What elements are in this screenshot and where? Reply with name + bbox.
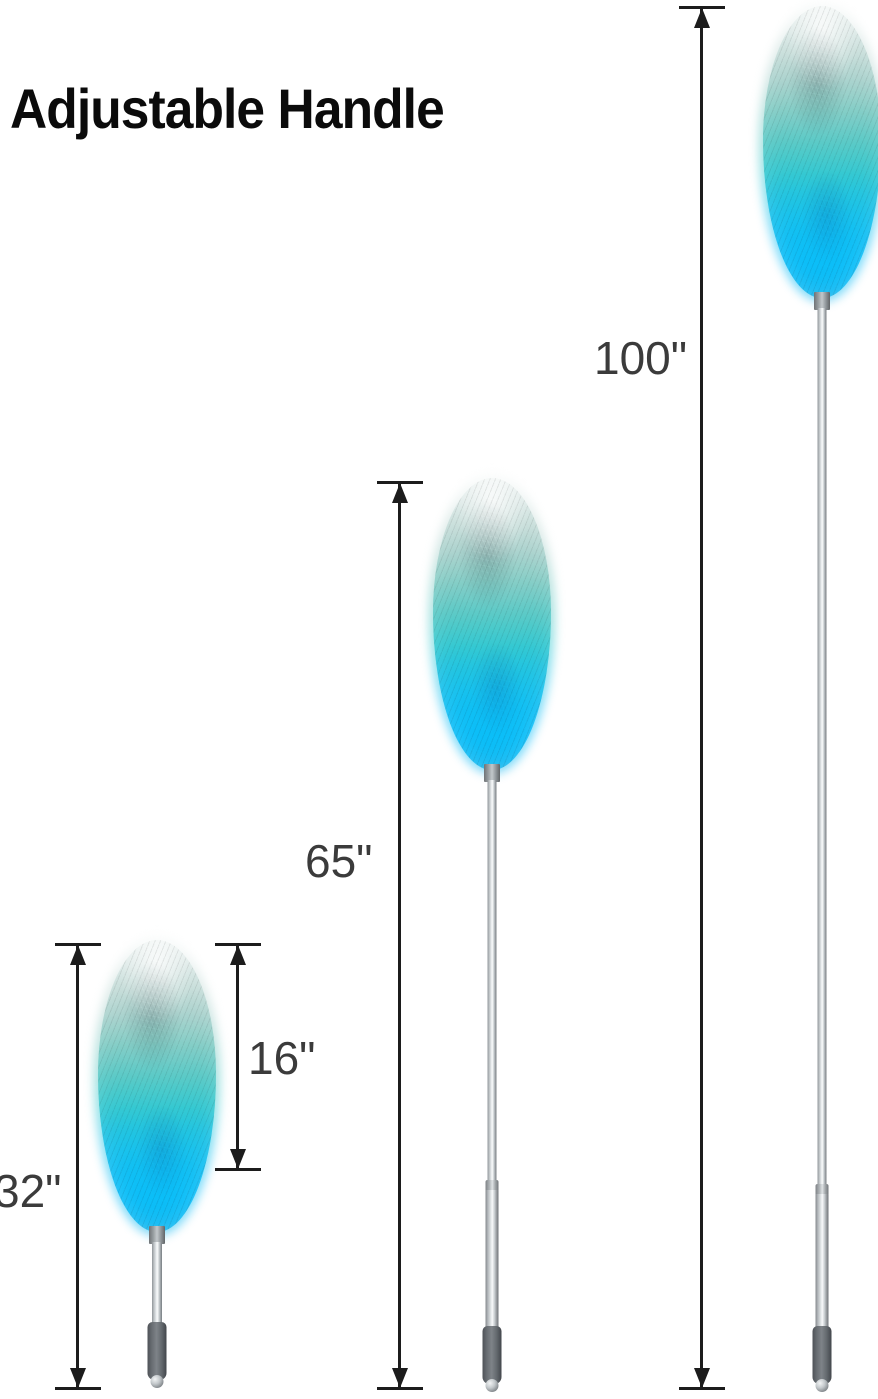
dimension-line-total-length-short [54, 943, 101, 1390]
dimension-cap-top [54, 943, 101, 946]
duster-grip-short [147, 1322, 167, 1380]
dimension-label-32: 32" [0, 1165, 62, 1217]
dimension-cap-top [678, 6, 725, 9]
dimension-line-total-length-long [678, 6, 725, 1390]
dimension-arrow-down [391, 1368, 408, 1388]
dimension-arrow-up [229, 945, 246, 965]
dimension-arrow-up [391, 483, 408, 503]
dimension-line-head-length-short [214, 943, 261, 1171]
dimension-cap-bottom [54, 1387, 101, 1390]
dimension-arrow-up [69, 945, 86, 965]
duster-pole-joint-medium [485, 1180, 499, 1192]
duster-grip-medium [482, 1326, 502, 1384]
dimension-label-16: 16" [248, 1032, 316, 1084]
duster-endcap-short [150, 1375, 164, 1388]
duster-pole-short [152, 1242, 162, 1328]
dimension-cap-bottom [214, 1168, 261, 1171]
duster-ferrule-medium [484, 764, 500, 782]
dimension-arrow-down [693, 1368, 710, 1388]
duster-pole-upper-long [817, 308, 827, 1188]
duster-pole-lower-long [815, 1194, 829, 1332]
duster-ferrule-long [814, 292, 830, 310]
dimension-arrow-down [229, 1149, 246, 1169]
dimension-line-total-length-medium [376, 481, 423, 1390]
duster-grip-long [812, 1326, 832, 1384]
duster-medium [430, 0, 560, 1399]
duster-short [95, 0, 225, 1399]
dimension-arrow-up [693, 8, 710, 28]
dimension-cap-top [376, 481, 423, 484]
duster-head-medium [433, 478, 551, 770]
dimension-label-100: 100" [594, 332, 688, 384]
duster-pole-upper-medium [487, 780, 497, 1184]
duster-endcap-medium [485, 1379, 499, 1392]
dimension-arrow-down [69, 1368, 86, 1388]
duster-pole-lower-medium [485, 1190, 499, 1332]
page-title: Adjustable Handle [10, 77, 445, 140]
duster-long [760, 0, 878, 1399]
duster-pole-joint-long [815, 1184, 829, 1196]
duster-endcap-long [815, 1379, 829, 1392]
dimension-label-65: 65" [305, 835, 373, 887]
dimension-cap-top [214, 943, 261, 946]
duster-ferrule-short [149, 1226, 165, 1244]
dimension-cap-bottom [376, 1387, 423, 1390]
dimension-cap-bottom [678, 1387, 725, 1390]
duster-head-short [98, 940, 216, 1232]
duster-head-long [763, 6, 878, 298]
